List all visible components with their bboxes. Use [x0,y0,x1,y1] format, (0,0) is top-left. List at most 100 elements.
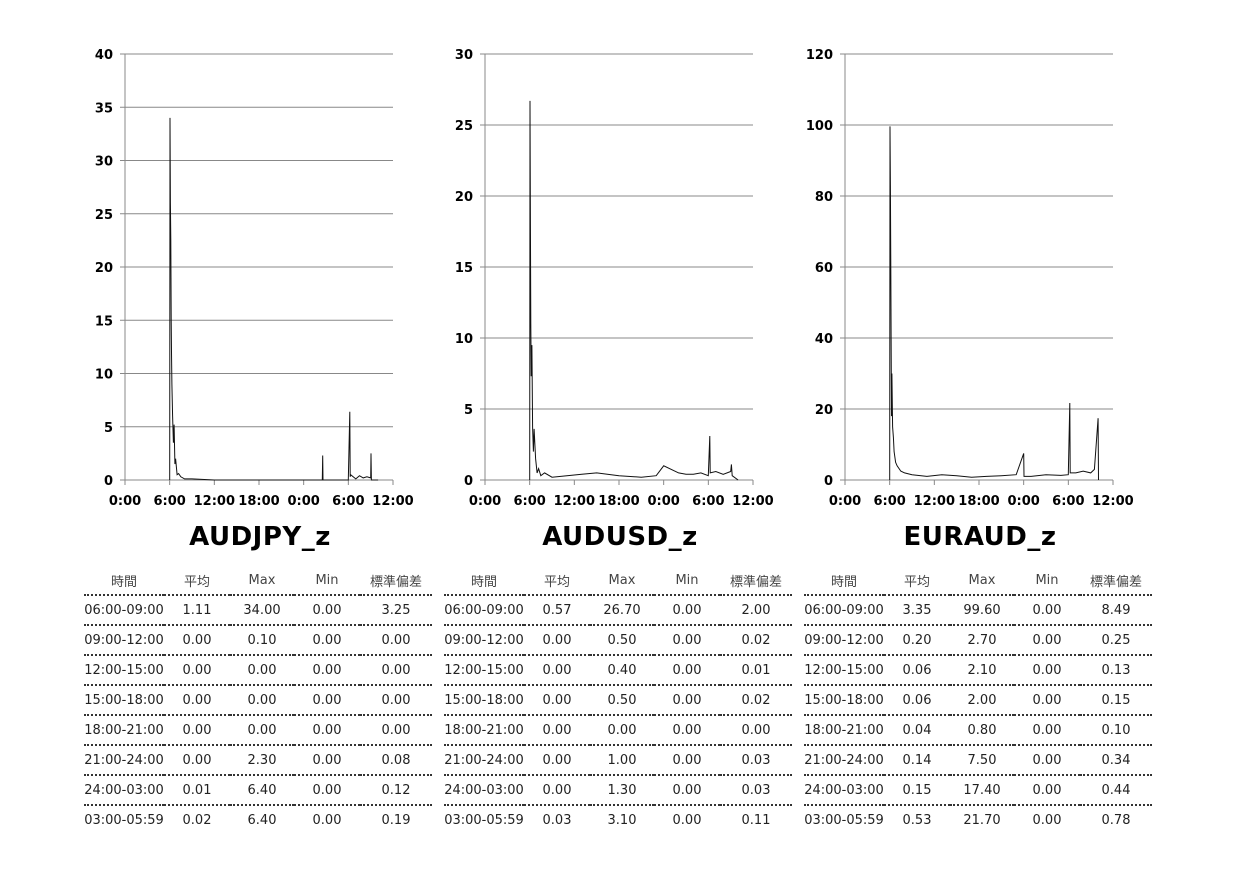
column-header: 標準偏差 [369,574,422,590]
table-cell: 0.00 [230,654,294,685]
table-cell: 0.08 [360,744,432,775]
table-cell: 09:00-12:00 [804,624,884,655]
y-tick-label: 5 [464,403,473,418]
y-tick-label: 20 [95,261,113,276]
table-cell: 0.06 [884,684,950,715]
table-row: 15:00-18:00 0.06 2.00 0.00 0.15 [804,684,1152,715]
table-header-row: 時間 平均 Max Min 標準偏差 [84,566,432,595]
table-cell: 8.49 [1080,594,1152,625]
table-row: 12:00-15:00 0.00 0.40 0.00 0.01 [444,654,792,685]
table-row: 06:00-09:00 0.57 26.70 0.00 2.00 [444,594,792,625]
y-tick-label: 30 [95,155,113,170]
table-cell: 0.12 [360,774,432,805]
table-cell: 0.19 [360,804,432,834]
table-cell: 15:00-18:00 [804,684,884,715]
x-tick-label: 6:00 [873,494,905,509]
column-header: 時間 [110,574,137,590]
y-tick-label: 120 [806,48,833,63]
series-line [169,117,379,481]
table-cell: 0.00 [590,714,654,745]
table-cell: 0.00 [654,714,720,745]
table-cell: 3.10 [590,804,654,834]
table-header-row: 時間 平均 Max Min 標準偏差 [444,566,792,595]
table-cell: 0.00 [1014,654,1080,685]
table-cell: 0.80 [950,714,1014,745]
table-cell: 0.00 [164,714,230,745]
table-row: 15:00-18:00 0.00 0.50 0.00 0.02 [444,684,792,715]
table-cell: 2.30 [230,744,294,775]
y-tick-label: 0 [464,474,473,489]
table-cell: 0.78 [1080,804,1152,834]
table-cell: 0.03 [524,804,590,834]
stats-table-euraud: 時間 平均 Max Min 標準偏差 06:00-09:00 3.35 99.60 0.00 8.… [804,566,1152,834]
table-cell: 18:00-21:00 [84,714,164,745]
table-cell: 0.00 [1014,684,1080,715]
column-header: 平均 [183,574,210,590]
table-cell: 0.00 [524,774,590,805]
table-cell: 0.03 [720,744,792,775]
column-header: Max [968,572,996,588]
y-tick-label: 80 [815,190,833,205]
table-row: 18:00-21:00 0.00 0.00 0.00 0.00 [84,714,432,745]
table-row: 09:00-12:00 0.00 0.10 0.00 0.00 [84,624,432,655]
table-cell: 0.00 [294,594,360,625]
table-cell: 0.57 [524,594,590,625]
x-tick-label: 6:00 [153,494,185,509]
x-tick-label: 6:00 [513,494,545,509]
table-cell: 06:00-09:00 [804,594,884,625]
x-tick-label: 6:00 [1052,494,1084,509]
series-line [529,100,739,481]
table-cell: 6.40 [230,774,294,805]
table-cell: 0.40 [590,654,654,685]
table-cell: 06:00-09:00 [444,594,524,625]
column-header: Min [675,572,699,588]
table-cell: 3.25 [360,594,432,625]
table-row: 21:00-24:00 0.00 1.00 0.00 0.03 [444,744,792,775]
table-cell: 24:00-03:00 [444,774,524,805]
table-cell: 0.00 [524,624,590,655]
table-cell: 0.00 [524,684,590,715]
y-tick-label: 20 [815,403,833,418]
chart-panel-audusd: 0 5 10 15 20 25 30 0:00 6:00 12:00 18:00 0:00 6:00 12… [440,0,800,883]
table-cell: 0.00 [1014,714,1080,745]
table-row: 06:00-09:00 1.11 34.00 0.00 3.25 [84,594,432,625]
column-header: Min [1035,572,1059,588]
chart-panel-audjpy: 0 5 10 15 20 25 30 35 40 0:00 6:00 12:00 18:00 0:00 6:… [80,0,440,883]
table-cell: 26.70 [590,594,654,625]
table-cell: 0.00 [164,654,230,685]
table-cell: 2.00 [720,594,792,625]
table-cell: 0.00 [524,714,590,745]
table-cell: 0.03 [720,774,792,805]
table-cell: 03:00-05:59 [804,804,884,834]
series-line [889,126,1099,481]
table-cell: 0.20 [884,624,950,655]
table-cell: 0.00 [1014,744,1080,775]
x-tick-label: 6:00 [332,494,364,509]
column-header: Max [608,572,636,588]
table-cell: 12:00-15:00 [84,654,164,685]
table-row: 18:00-21:00 0.04 0.80 0.00 0.10 [804,714,1152,745]
table-cell: 1.00 [590,744,654,775]
table-cell: 0.00 [720,714,792,745]
table-cell: 0.00 [360,624,432,655]
table-cell: 0.00 [360,714,432,745]
table-cell: 12:00-15:00 [804,654,884,685]
table-cell: 0.00 [1014,774,1080,805]
column-header: 標準偏差 [1089,574,1142,590]
table-row: 24:00-03:00 0.00 1.30 0.00 0.03 [444,774,792,805]
y-tick-label: 0 [824,474,833,489]
x-tick-label: 0:00 [287,494,319,509]
table-cell: 0.00 [294,744,360,775]
table-cell: 0.00 [654,744,720,775]
table-cell: 21:00-24:00 [444,744,524,775]
stats-table-audjpy: 時間 平均 Max Min 標準偏差 06:00-09:00 1.11 34.00 0.00 3.… [84,566,432,834]
table-row: 24:00-03:00 0.15 17.40 0.00 0.44 [804,774,1152,805]
table-cell: 0.00 [294,804,360,834]
table-cell: 0.00 [164,744,230,775]
y-tick-label: 60 [815,261,833,276]
y-tick-label: 40 [815,332,833,347]
table-cell: 0.15 [1080,684,1152,715]
x-tick-label: 6:00 [692,494,724,509]
y-tick-label: 5 [104,421,113,436]
